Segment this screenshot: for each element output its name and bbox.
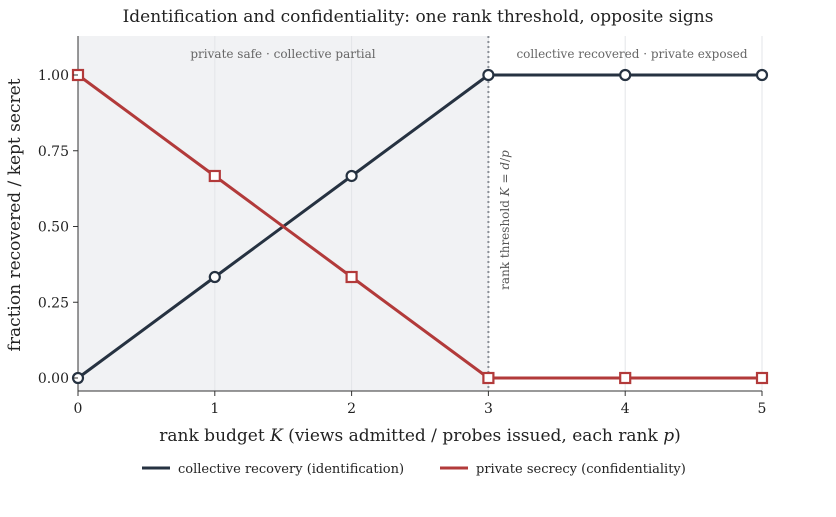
y-tick-label-3: 0.75: [38, 144, 69, 160]
y-axis-label: fraction recovered / kept secret: [5, 78, 25, 351]
series-line-0: [77, 73, 762, 380]
legend-label-secrecy: private secrecy (confidentiality): [476, 462, 686, 477]
x-tick-label-1: 1: [210, 401, 219, 417]
region-left-label: private safe · collective partial: [190, 47, 375, 61]
x-tick-label-4: 4: [621, 401, 630, 417]
x-axis-label-var2: p: [663, 426, 674, 446]
series-1-point-1: [208, 169, 221, 183]
x-axis-label-end: ): [674, 426, 681, 446]
legend-label-recovery: collective recovery (identification): [178, 462, 404, 477]
threshold-label-k: K: [498, 186, 512, 197]
threshold-label-p: p: [498, 150, 512, 158]
threshold-label-slash: /: [498, 157, 512, 162]
x-axis-label: rank budget K (views admitted / probes i…: [159, 426, 680, 446]
series-0-point-2: [345, 169, 358, 183]
threshold-label-text: rank threshold: [498, 196, 512, 290]
threshold-label-d: d: [498, 162, 512, 170]
series-1-point-2: [345, 270, 358, 284]
threshold-label: rank threshold K = d/p: [498, 150, 512, 290]
series-1-point-4: [619, 371, 632, 385]
y-tick-label-2: 0.50: [38, 220, 69, 236]
series-0-point-5: [755, 68, 769, 82]
y-tick-label-1: 0.25: [38, 295, 69, 311]
series-0-point-4: [619, 68, 632, 82]
series-1-point-5: [755, 371, 769, 385]
series-0-point-1: [208, 270, 221, 284]
x-tick-label-5: 5: [758, 401, 767, 417]
x-axis-label-post: (views admitted / probes issued, each ra…: [283, 426, 663, 446]
x-tick-label-2: 2: [347, 401, 356, 417]
series-0-point-3: [482, 68, 495, 82]
x-axis-label-pre: rank budget: [159, 426, 270, 446]
chart-title: Identification and confidentiality: one …: [123, 7, 714, 27]
region-right-label: collective recovered · private exposed: [516, 47, 747, 61]
y-tick-label-0: 0.00: [38, 371, 69, 387]
threshold-label-eq: =: [498, 170, 512, 188]
shaded-region: [78, 36, 488, 391]
x-tick-label-3: 3: [484, 401, 493, 417]
y-tick-label-4: 1.00: [38, 68, 69, 84]
series-1-point-3: [482, 371, 495, 385]
series-line-1: [77, 73, 762, 380]
x-tick-label-0: 0: [74, 401, 83, 417]
legend: collective recovery (identification) pri…: [142, 462, 686, 477]
x-axis-label-var: K: [269, 426, 284, 446]
